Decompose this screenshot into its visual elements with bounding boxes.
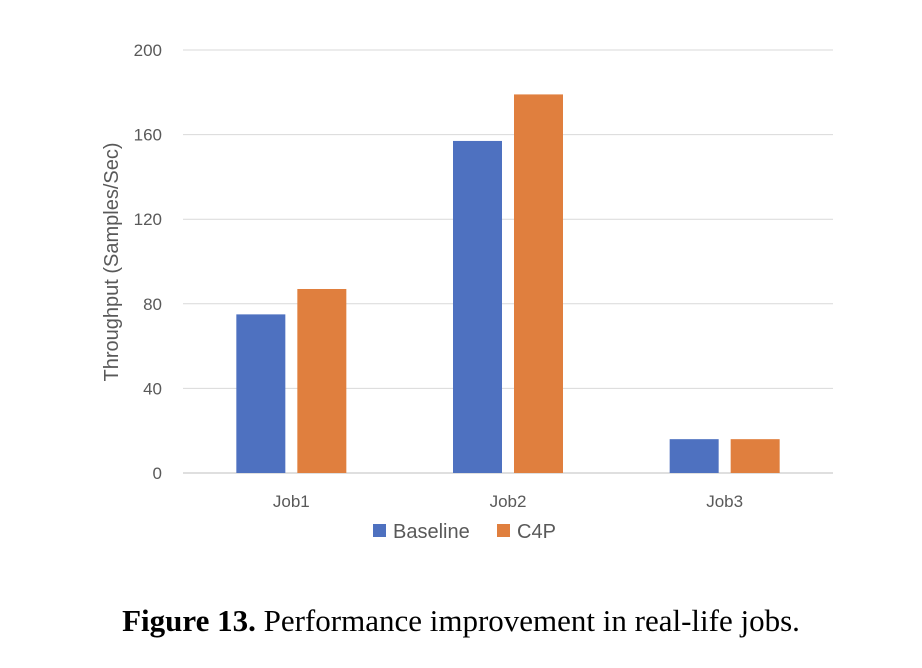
y-tick-label: 40 — [143, 379, 162, 398]
x-tick-label: Job2 — [490, 492, 527, 511]
bar-c4p-job3 — [730, 439, 780, 473]
gridlines — [183, 49, 833, 474]
legend-swatch-baseline — [373, 524, 386, 537]
bar-baseline-job1 — [236, 314, 286, 473]
y-tick-label: 0 — [153, 464, 162, 483]
x-axis-ticks: Job1 Job2 Job3 — [273, 492, 743, 511]
y-tick-label: 80 — [143, 295, 162, 314]
legend-label-c4p: C4P — [517, 521, 556, 543]
caption-text: Performance improvement in real-life job… — [255, 603, 800, 638]
y-tick-label: 160 — [134, 126, 162, 145]
y-tick-label: 200 — [134, 41, 162, 60]
legend: Baseline C4P — [373, 521, 556, 543]
bar-c4p-job1 — [297, 288, 347, 473]
bar-baseline-job3 — [669, 439, 719, 473]
y-tick-label: 120 — [134, 210, 162, 229]
legend-label-baseline: Baseline — [393, 521, 470, 543]
x-tick-label: Job1 — [273, 492, 310, 511]
bars — [236, 94, 780, 473]
x-tick-label: Job3 — [706, 492, 743, 511]
bar-chart: 0 40 80 120 160 200 Job1 Job2 Job3 Throughput (… — [101, 41, 833, 543]
figure-caption: Figure 13. Performance improvement in re… — [0, 603, 922, 639]
caption-label: Figure 13. — [122, 603, 256, 638]
bar-baseline-job2 — [453, 140, 502, 473]
legend-swatch-c4p — [497, 524, 510, 537]
y-axis-label: Throughput (Samples/Sec) — [101, 142, 123, 381]
y-axis-ticks: 0 40 80 120 160 200 — [134, 41, 162, 483]
bar-c4p-job2 — [514, 94, 563, 473]
